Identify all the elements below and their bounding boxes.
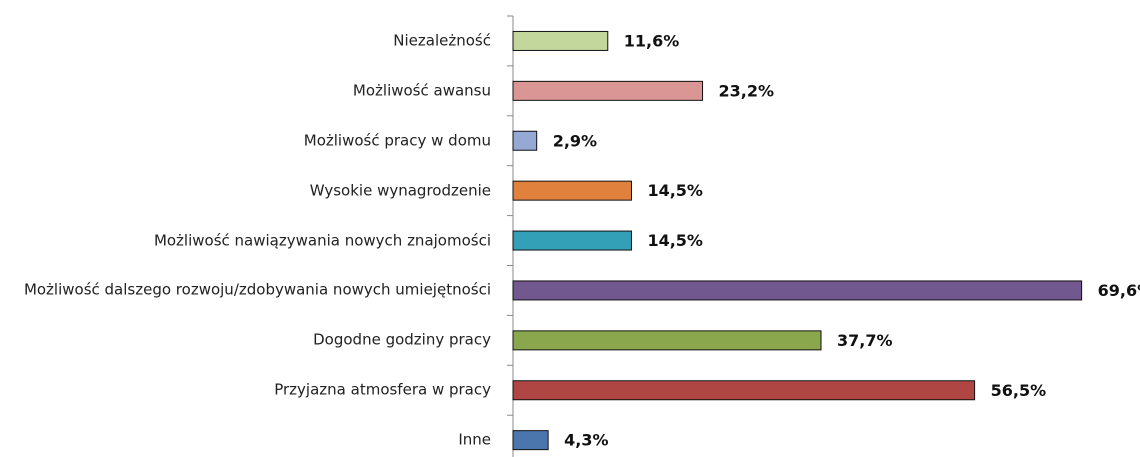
category-label: Możliwość pracy w domu	[1, 131, 491, 150]
category-text: Wysokie wynagrodzenie	[309, 181, 491, 200]
value-label: 69,6%	[1098, 281, 1140, 300]
value-label: 4,3%	[564, 431, 608, 450]
category-label: Dogodne godziny pracy	[1, 331, 491, 350]
category-text: Możliwość pracy w domu	[303, 131, 491, 150]
value-label: 11,6%	[624, 31, 680, 50]
bar	[512, 30, 609, 51]
category-label: Inne	[1, 431, 491, 450]
category-text: Możliwość dalszego rozwoju/zdobywania no…	[23, 280, 491, 299]
category-text: Inne	[458, 430, 491, 449]
bar	[512, 430, 549, 451]
bar	[512, 80, 704, 101]
value-label: 2,9%	[553, 131, 597, 150]
category-text: Przyjazna atmosfera w pracy	[274, 380, 491, 399]
category-text: Możliwość awansu	[352, 81, 491, 100]
bar	[512, 330, 822, 351]
category-label: Możliwość awansu	[1, 81, 491, 100]
category-text: Możliwość nawiązywania nowych znajomości	[153, 231, 491, 250]
bar	[512, 280, 1083, 301]
value-label: 23,2%	[719, 81, 775, 100]
category-text: Dogodne godziny pracy	[313, 330, 491, 349]
bar	[512, 230, 632, 251]
value-label: 56,5%	[991, 381, 1047, 400]
category-label: Możliwość nawiązywania nowych znajomości	[1, 231, 491, 250]
category-text: Niezależność	[393, 31, 491, 50]
bar	[512, 180, 632, 201]
category-label: Możliwość dalszego rozwoju/zdobywania no…	[1, 281, 491, 300]
bar	[512, 130, 538, 151]
value-label: 14,5%	[647, 181, 703, 200]
value-label: 14,5%	[647, 231, 703, 250]
bar	[512, 380, 976, 401]
category-label: Przyjazna atmosfera w pracy	[1, 381, 491, 400]
category-label: Niezależność	[1, 31, 491, 50]
value-label: 37,7%	[837, 331, 893, 350]
category-label: Wysokie wynagrodzenie	[1, 181, 491, 200]
